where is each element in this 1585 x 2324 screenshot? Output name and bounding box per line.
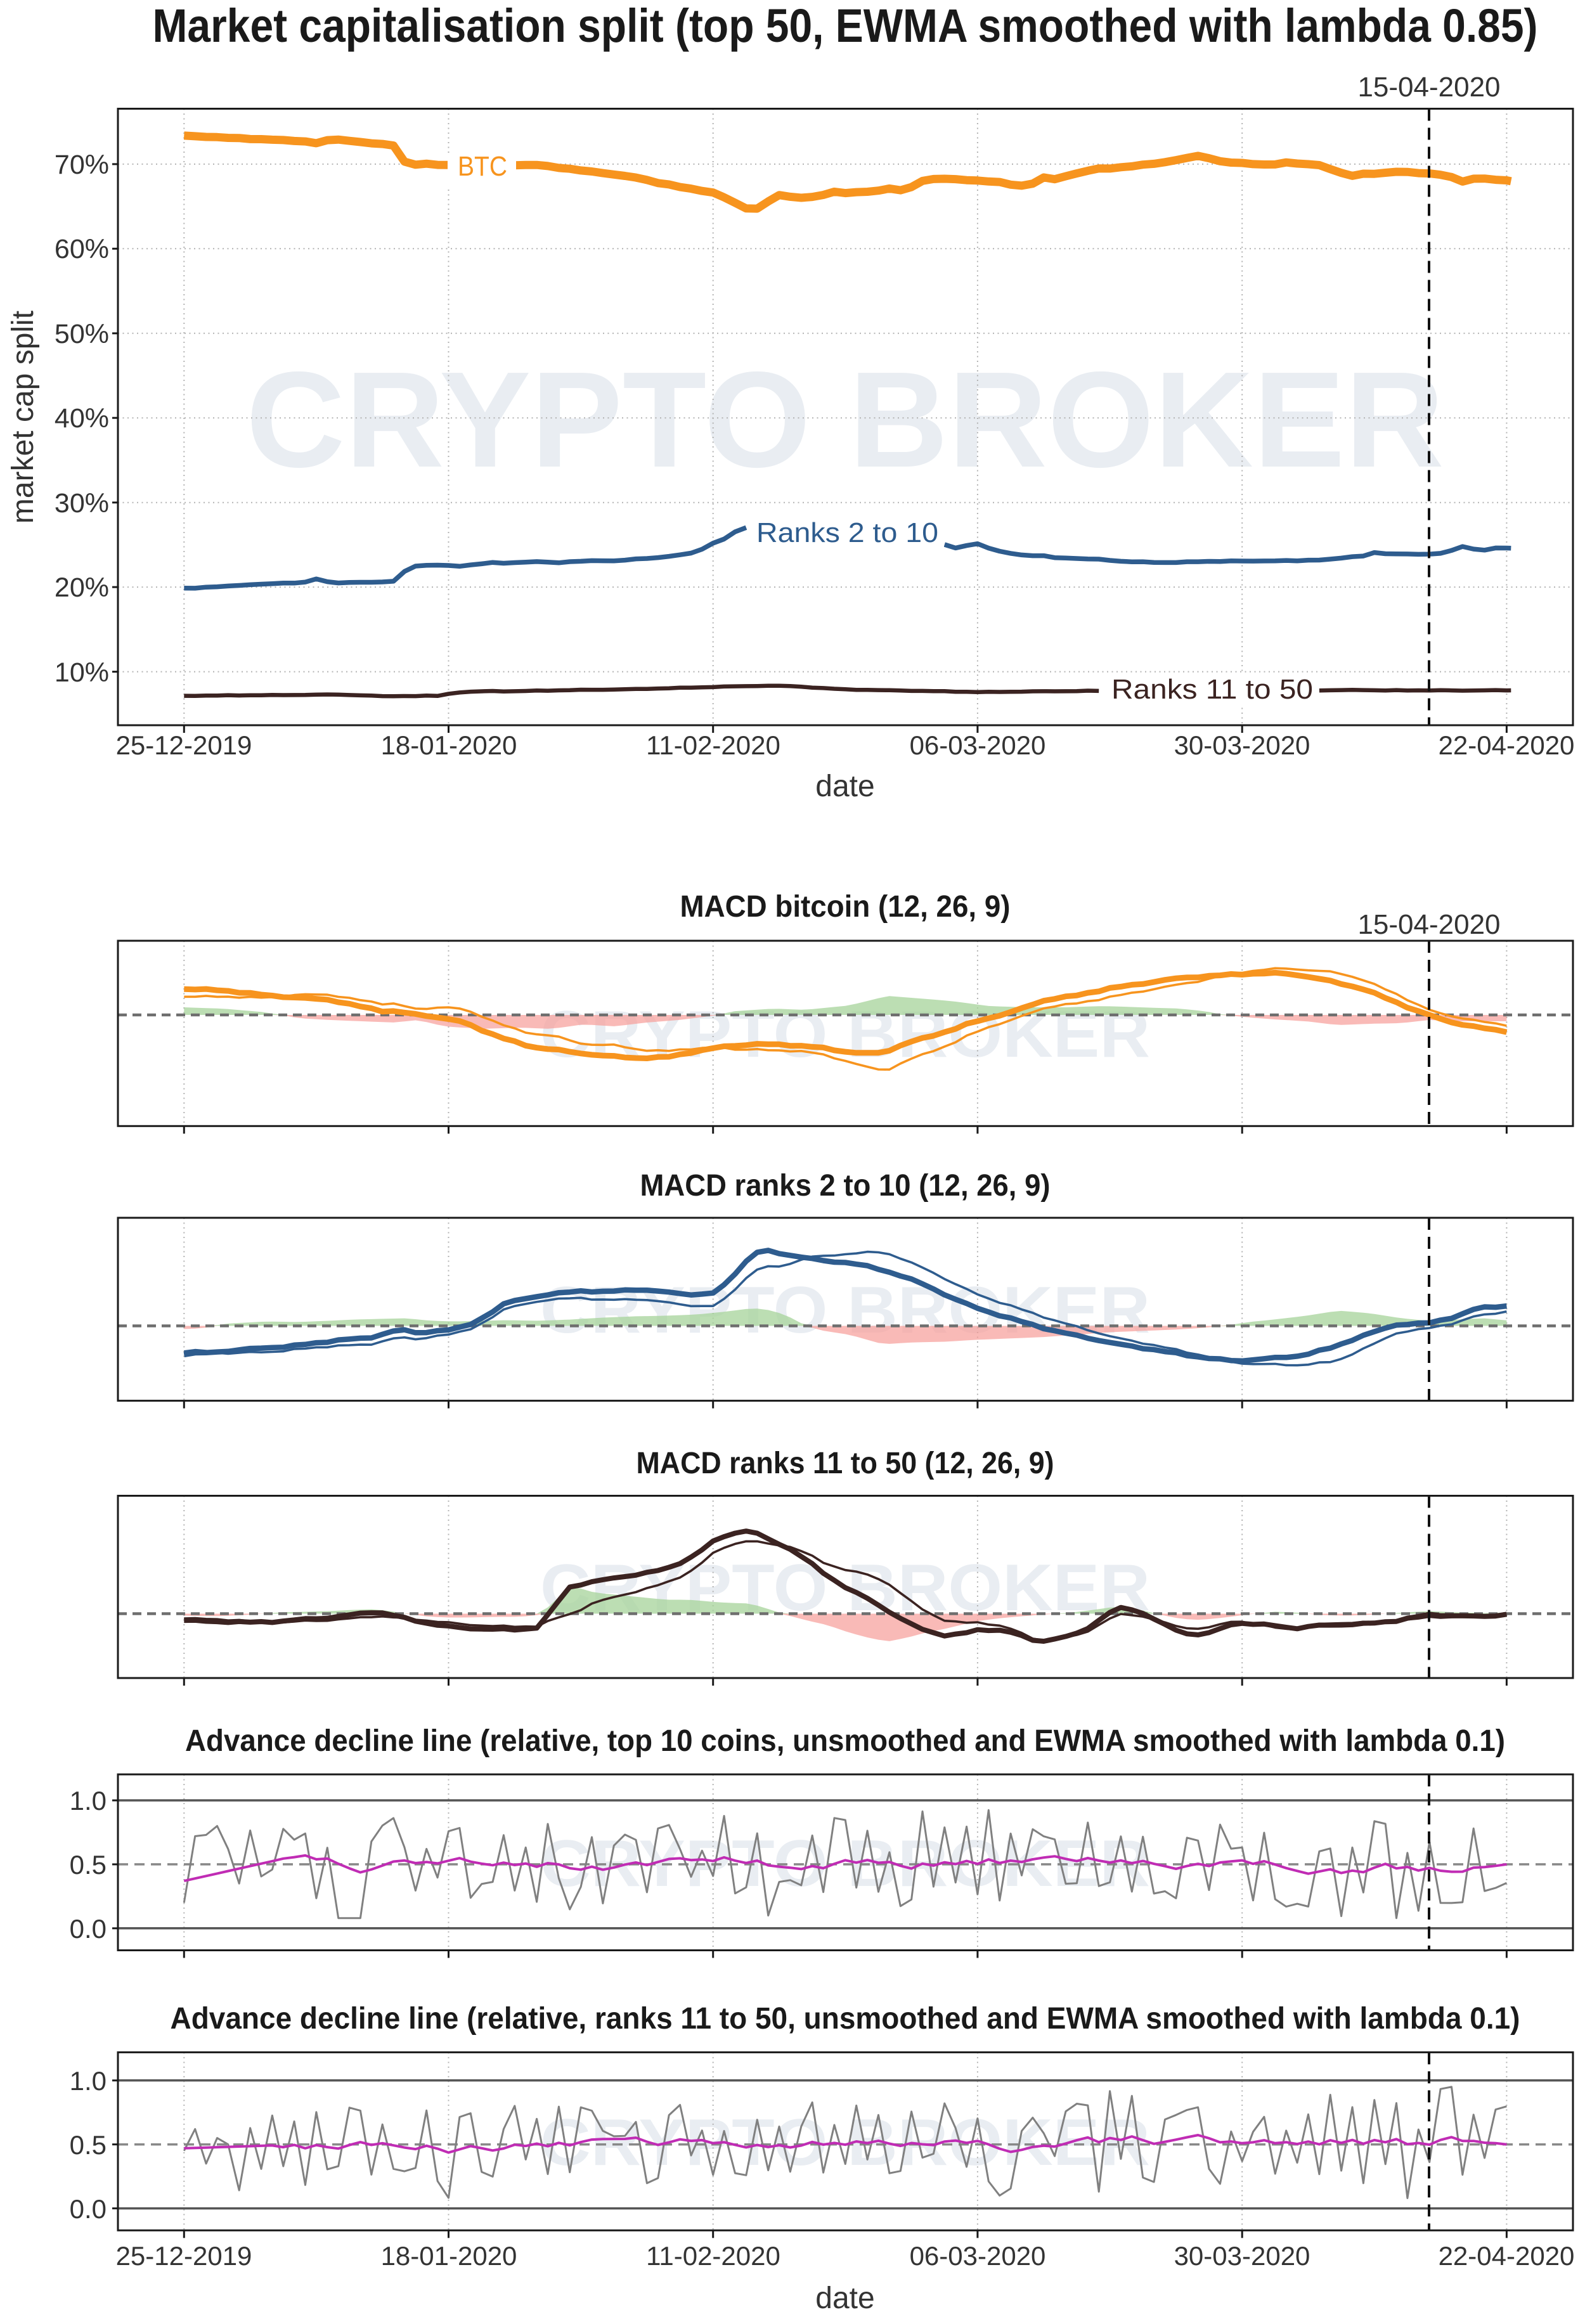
svg-text:Advance decline line (relative: Advance decline line (relative, top 10 c… — [185, 1724, 1505, 1758]
svg-text:0.0: 0.0 — [70, 2194, 107, 2224]
svg-text:60%: 60% — [55, 234, 109, 264]
svg-text:date: date — [815, 770, 874, 803]
svg-text:0.5: 0.5 — [70, 2130, 107, 2160]
svg-text:22-04-2020: 22-04-2020 — [1439, 730, 1575, 760]
svg-text:40%: 40% — [55, 403, 109, 434]
svg-text:CRYPTO BROKER: CRYPTO BROKER — [540, 1274, 1150, 1347]
svg-text:MACD bitcoin (12, 26, 9): MACD bitcoin (12, 26, 9) — [680, 890, 1011, 924]
svg-text:30-03-2020: 30-03-2020 — [1174, 2241, 1310, 2271]
svg-text:date: date — [815, 2282, 874, 2315]
svg-text:25-12-2019: 25-12-2019 — [116, 730, 252, 760]
svg-text:11-02-2020: 11-02-2020 — [646, 2241, 780, 2271]
svg-text:1.0: 1.0 — [70, 1786, 107, 1816]
svg-text:MACD ranks 11 to 50 (12, 26, 9: MACD ranks 11 to 50 (12, 26, 9) — [637, 1447, 1054, 1480]
svg-text:Ranks 2 to 10: Ranks 2 to 10 — [756, 517, 938, 548]
svg-text:Market capitalisation split (t: Market capitalisation split (top 50, EWM… — [153, 0, 1538, 52]
svg-text:20%: 20% — [55, 572, 109, 603]
svg-text:MACD ranks 2 to 10 (12, 26, 9): MACD ranks 2 to 10 (12, 26, 9) — [640, 1169, 1051, 1203]
svg-text:1.0: 1.0 — [70, 2066, 107, 2096]
svg-text:06-03-2020: 06-03-2020 — [910, 2241, 1046, 2271]
svg-text:11-02-2020: 11-02-2020 — [646, 730, 780, 760]
svg-text:50%: 50% — [55, 319, 109, 349]
svg-text:market cap split: market cap split — [6, 311, 40, 524]
svg-text:30%: 30% — [55, 488, 109, 519]
svg-text:10%: 10% — [55, 657, 109, 688]
svg-text:CRYPTO BROKER: CRYPTO BROKER — [246, 343, 1444, 496]
svg-text:25-12-2019: 25-12-2019 — [116, 2241, 252, 2271]
svg-text:Ranks 11 to 50: Ranks 11 to 50 — [1111, 674, 1313, 705]
svg-text:22-04-2020: 22-04-2020 — [1439, 2241, 1575, 2271]
svg-text:0.0: 0.0 — [70, 1914, 107, 1944]
svg-text:18-01-2020: 18-01-2020 — [381, 730, 517, 760]
svg-text:30-03-2020: 30-03-2020 — [1174, 730, 1310, 760]
svg-text:18-01-2020: 18-01-2020 — [381, 2241, 517, 2271]
svg-text:70%: 70% — [55, 150, 109, 180]
svg-text:Advance decline line (relative: Advance decline line (relative, ranks 11… — [171, 2002, 1520, 2036]
svg-text:0.5: 0.5 — [70, 1850, 107, 1880]
svg-text:15-04-2020: 15-04-2020 — [1357, 72, 1500, 103]
svg-text:BTC: BTC — [458, 151, 507, 182]
svg-text:15-04-2020: 15-04-2020 — [1357, 909, 1500, 940]
svg-text:06-03-2020: 06-03-2020 — [910, 730, 1046, 760]
